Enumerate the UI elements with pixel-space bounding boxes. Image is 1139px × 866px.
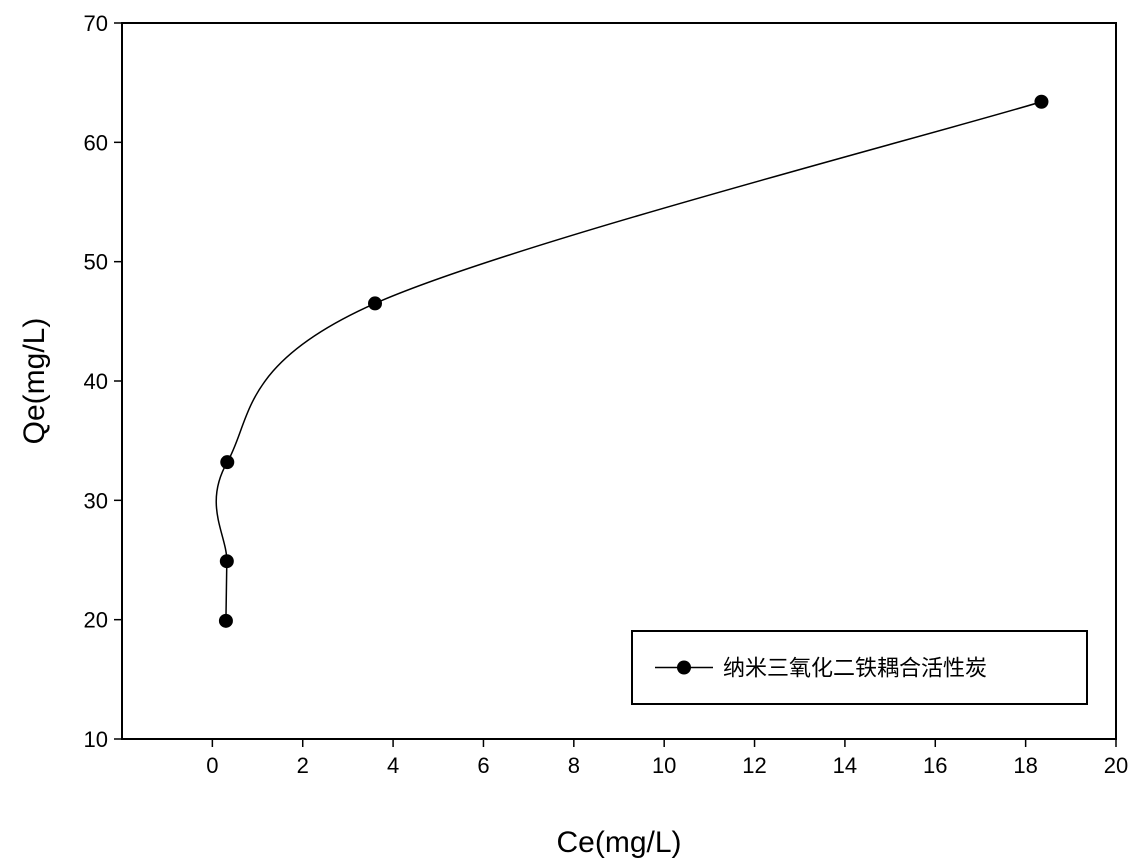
x-tick-label: 20	[1104, 753, 1128, 778]
x-tick-label: 8	[568, 753, 580, 778]
legend-marker	[677, 660, 691, 675]
x-tick-label: 18	[1013, 753, 1037, 778]
data-point	[1034, 94, 1049, 109]
y-tick-label: 10	[84, 727, 108, 752]
x-tick-label: 12	[742, 753, 766, 778]
data-point	[219, 554, 234, 569]
data-point	[368, 296, 383, 311]
legend: 纳米三氧化二铁耦合活性炭	[631, 630, 1088, 705]
x-tick-label: 4	[387, 753, 399, 778]
y-tick-label: 30	[84, 488, 108, 513]
x-tick-label: 6	[477, 753, 489, 778]
data-point	[218, 613, 233, 628]
data-point	[220, 455, 235, 470]
y-axis-title: Qe(mg/L)	[18, 318, 51, 445]
series-line	[215, 101, 1042, 621]
y-tick-label: 40	[84, 369, 108, 394]
legend-label: 纳米三氧化二铁耦合活性炭	[723, 657, 987, 682]
x-axis: 0 2 4 6 8 10 12 14 16 18 20	[206, 739, 1128, 778]
y-axis: 10 20 30 40 50 60 70	[84, 11, 122, 752]
y-tick-label: 20	[84, 608, 108, 633]
curve-layer	[215, 101, 1042, 621]
x-axis-title: Ce(mg/L)	[556, 826, 681, 859]
x-tick-label: 16	[923, 753, 947, 778]
x-tick-label: 14	[833, 753, 857, 778]
x-tick-label: 10	[652, 753, 676, 778]
markers-layer	[218, 94, 1049, 628]
y-tick-label: 50	[84, 250, 108, 275]
x-tick-label: 2	[297, 753, 309, 778]
y-tick-label: 60	[84, 130, 108, 155]
x-tick-label: 0	[206, 753, 218, 778]
y-tick-label: 70	[84, 11, 108, 36]
